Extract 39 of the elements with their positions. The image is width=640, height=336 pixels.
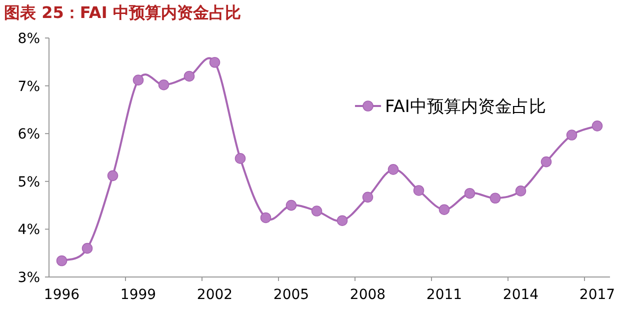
x-tick-label: 1996 bbox=[44, 287, 80, 303]
y-tick-label: 4% bbox=[18, 222, 40, 238]
point bbox=[234, 153, 246, 164]
point bbox=[566, 130, 578, 140]
legend-label: FAI中预算内资金占比 bbox=[385, 97, 546, 117]
point bbox=[592, 120, 603, 132]
point bbox=[56, 255, 68, 266]
point bbox=[490, 192, 501, 204]
title: 图表 25：FAI 中预算内资金占比 bbox=[4, 3, 241, 22]
point bbox=[158, 79, 170, 90]
point bbox=[260, 212, 272, 224]
x-tick-label: 2017 bbox=[579, 287, 616, 303]
point bbox=[286, 200, 297, 211]
legend: FAI中预算内资金占比 bbox=[355, 97, 546, 117]
point bbox=[311, 206, 322, 216]
x-tick-label: 2002 bbox=[196, 287, 233, 303]
y-tick-label: 5% bbox=[18, 174, 40, 190]
point bbox=[388, 164, 399, 175]
x-tick-label: 1999 bbox=[120, 287, 156, 303]
point bbox=[336, 215, 348, 226]
y-tick-label: 7% bbox=[18, 78, 40, 95]
x-tick-label: 2011 bbox=[426, 287, 462, 303]
x-tick-label: 2005 bbox=[273, 287, 310, 303]
point bbox=[107, 170, 118, 182]
point bbox=[438, 204, 450, 215]
x-tick-label: 2014 bbox=[502, 287, 539, 303]
point bbox=[540, 156, 552, 168]
point bbox=[515, 186, 526, 196]
point bbox=[184, 70, 195, 82]
point bbox=[132, 74, 144, 86]
point bbox=[209, 56, 220, 68]
y-tick-label: 8% bbox=[18, 31, 40, 47]
x-tick-label: 2008 bbox=[350, 287, 386, 303]
y-tick-label: 3% bbox=[18, 270, 40, 286]
y-tick-label: 6% bbox=[18, 126, 40, 143]
point bbox=[362, 192, 374, 203]
point bbox=[464, 188, 476, 199]
point bbox=[82, 242, 93, 254]
point bbox=[413, 185, 424, 196]
